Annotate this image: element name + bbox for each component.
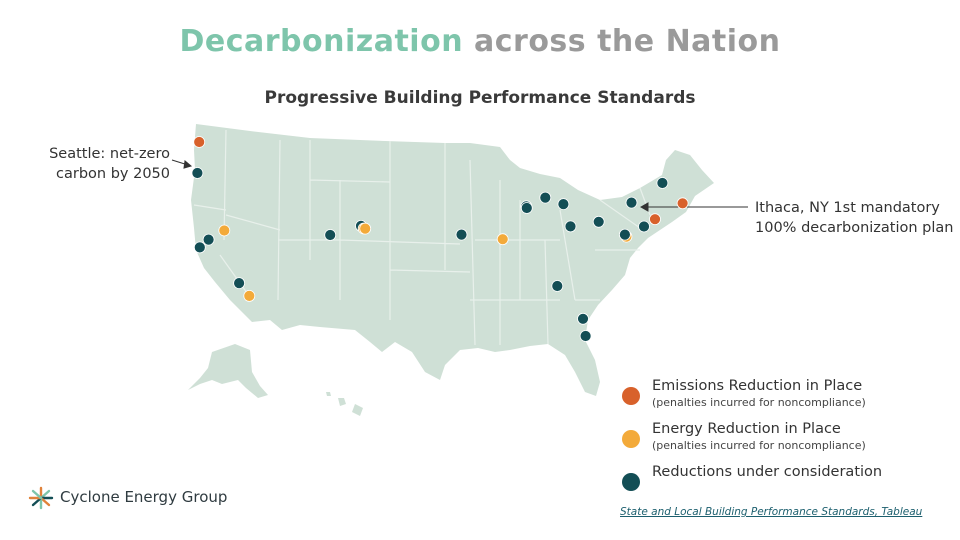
ithaca-callout-line2: 100% decarbonization plan — [755, 220, 954, 236]
seattle-callout: Seattle: net-zero carbon by 2050 — [20, 144, 170, 184]
seattle-callout-line2: carbon by 2050 — [56, 166, 170, 182]
ithaca-callout: Ithaca, NY 1st mandatory 100% decarboniz… — [755, 198, 955, 238]
marker-consideration — [619, 228, 631, 241]
map-land — [188, 124, 714, 416]
marker-consideration — [520, 202, 533, 214]
map-legend: Emissions Reduction in Place (penalties … — [620, 378, 940, 492]
marker-consideration — [551, 280, 564, 292]
marker-consideration — [193, 241, 206, 254]
company-name: Cyclone Energy Group — [60, 488, 228, 506]
legend-item-emissions: Emissions Reduction in Place (penalties … — [620, 378, 940, 409]
legend-dot-emissions — [622, 387, 640, 405]
marker-consideration — [557, 198, 570, 211]
marker-consideration — [191, 167, 204, 179]
marker-consideration — [202, 233, 215, 246]
source-link[interactable]: State and Local Building Performance Sta… — [620, 506, 923, 518]
marker-consideration — [625, 196, 638, 209]
ithaca-callout-line1: Ithaca, NY 1st mandatory — [755, 200, 940, 216]
marker-energy — [218, 224, 231, 237]
marker-consideration — [564, 220, 577, 233]
marker-consideration — [579, 330, 592, 342]
alaska-shape — [188, 344, 268, 398]
legend-note: (penalties incurred for noncompliance) — [652, 396, 866, 409]
legend-label: Reductions under consideration — [652, 464, 883, 480]
legend-label: Energy Reduction in Place — [652, 421, 841, 437]
marker-consideration — [324, 229, 337, 241]
marker-consideration — [638, 220, 650, 233]
marker-consideration — [592, 215, 605, 228]
marker-emissions — [193, 136, 206, 148]
title-rest: across the Nation — [474, 24, 781, 59]
marker-emissions — [676, 197, 689, 210]
callout-arrows — [171, 159, 748, 212]
city-markers — [191, 136, 689, 342]
marker-consideration — [539, 191, 552, 204]
legend-label: Emissions Reduction in Place — [652, 378, 863, 394]
legend-item-energy: Energy Reduction in Place (penalties inc… — [620, 421, 940, 452]
contiguous-us-shape — [191, 124, 714, 396]
legend-note: (penalties incurred for noncompliance) — [652, 439, 866, 452]
marker-consideration — [455, 228, 468, 241]
company-logo: Cyclone Energy Group — [28, 486, 227, 510]
legend-dot-consideration — [622, 473, 640, 491]
marker-consideration — [233, 277, 246, 290]
marker-energy — [496, 233, 509, 246]
marker-emissions — [649, 213, 661, 226]
title-accent: Decarbonization — [179, 24, 464, 59]
seattle-callout-line1: Seattle: net-zero — [49, 146, 170, 162]
marker-consideration — [656, 177, 669, 189]
legend-dot-energy — [622, 430, 640, 448]
marker-energy — [243, 289, 256, 302]
hawaii-shape — [326, 392, 363, 416]
marker-energy — [359, 222, 372, 235]
marker-consideration — [577, 312, 589, 325]
legend-item-consideration: Reductions under consideration — [620, 464, 940, 491]
state-borders — [193, 129, 651, 346]
map-subtitle: Progressive Building Performance Standar… — [264, 88, 696, 108]
page-title: Decarbonization across the Nation — [0, 24, 960, 59]
cyclone-logo-icon — [28, 486, 54, 510]
